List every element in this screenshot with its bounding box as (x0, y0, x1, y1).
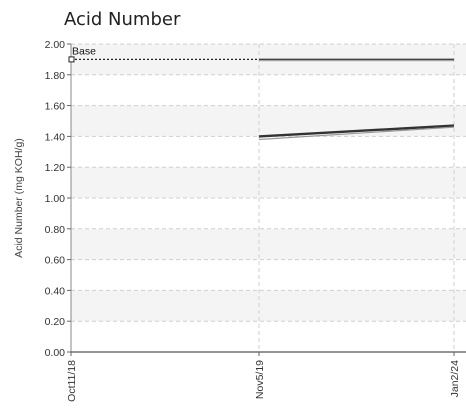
chart-bands (71, 44, 466, 322)
y-tick-label-5: 1.00 (45, 193, 66, 205)
y-tick-label-0: 0.00 (45, 347, 66, 359)
x-tick-label-2: Jan2/24 (449, 360, 461, 398)
y-tick-label-4: 0.80 (45, 224, 66, 236)
y-tick-label-2: 0.40 (45, 285, 66, 297)
chart-title: Acid Number (64, 9, 181, 30)
y-tick-label-7: 1.40 (45, 131, 66, 143)
series-line-1 (258, 126, 455, 141)
reference-line-group: Base (68, 45, 454, 63)
y-tick-label-1: 0.20 (45, 316, 66, 328)
x-axis-ticks: Oct11/18 Nov5/19 Jan2/24 (66, 352, 461, 402)
x-tick-label-0: Oct11/18 (66, 360, 78, 402)
y-tick-label-6: 1.20 (45, 162, 66, 174)
x-tick-label-1: Nov5/19 (254, 360, 266, 399)
y-tick-label-10: 2.00 (45, 39, 66, 51)
band-5 (71, 167, 466, 198)
y-tick-label-8: 1.60 (45, 101, 66, 113)
y-axis-label: Acid Number (mg KOH/g) (13, 138, 25, 258)
band-7 (71, 105, 466, 137)
band-3 (71, 228, 466, 260)
band-1 (71, 290, 466, 322)
base-marker (68, 56, 75, 63)
base-label: Base (72, 45, 96, 57)
y-tick-label-9: 1.80 (45, 70, 66, 82)
y-tick-label-3: 0.60 (45, 255, 66, 267)
y-axis-ticks: 0.00 0.20 0.40 0.60 0.80 1.00 1.20 1.40 1.60 1.80… (45, 39, 71, 359)
series-group (258, 124, 455, 141)
series-line-0 (258, 124, 455, 138)
